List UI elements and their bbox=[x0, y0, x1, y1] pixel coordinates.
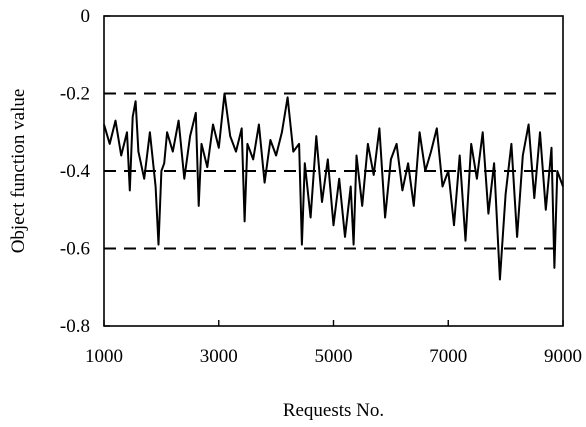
x-tick-label: 5000 bbox=[315, 346, 353, 367]
reference-lines bbox=[104, 92, 563, 250]
series-layer bbox=[103, 92, 564, 281]
x-tick-label: 3000 bbox=[200, 346, 238, 367]
x-axis-label: Requests No. bbox=[283, 400, 384, 421]
x-tick-label: 1000 bbox=[85, 346, 123, 367]
y-axis-ticks: 0 -0.2 -0.4 -0.6 -0.8 bbox=[60, 6, 110, 337]
x-tick-label: 9000 bbox=[544, 346, 582, 367]
y-tick-label: -0.4 bbox=[60, 161, 91, 182]
y-tick-label: 0 bbox=[81, 6, 91, 27]
y-tick-label: -0.8 bbox=[60, 316, 90, 337]
y-tick-label: -0.2 bbox=[60, 84, 90, 105]
y-axis-label: Object function value bbox=[8, 89, 29, 254]
y-tick-label: -0.6 bbox=[60, 239, 90, 260]
series-line bbox=[103, 92, 564, 281]
x-axis-ticks: 1000 3000 5000 7000 9000 bbox=[85, 320, 582, 367]
x-tick-label: 7000 bbox=[429, 346, 467, 367]
